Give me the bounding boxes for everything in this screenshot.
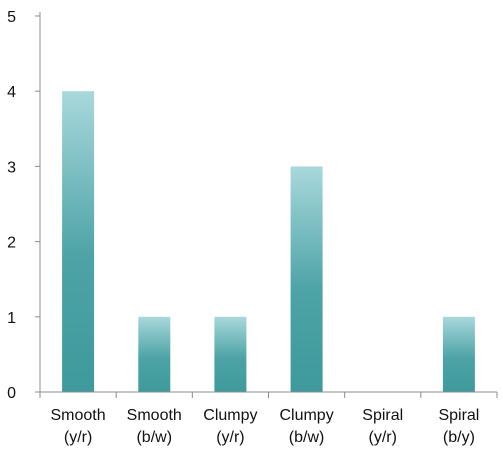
x-category-label-2: Clumpy (y/r) [203,407,257,446]
bar-3 [290,166,323,392]
y-tick-label-3: 3 [7,159,16,176]
x-category-label-3: Clumpy (b/w) [279,407,333,446]
bar-5 [442,316,475,392]
y-tick-label-1: 1 [7,310,16,327]
x-category-label-0: Smooth (y/r) [51,407,106,446]
bar-1 [138,316,171,392]
bars-layer [62,91,475,392]
bar-0 [62,91,95,392]
y-tick-label-4: 4 [7,84,16,101]
x-category-label-4: Spiral (y/r) [362,407,403,446]
y-tick-label-0: 0 [7,385,16,402]
bar-2 [214,316,247,392]
x-category-label-5: Spiral (b/y) [438,407,479,446]
axes-layer [35,12,498,398]
y-tick-label-2: 2 [7,235,16,252]
labels-layer: 0 1 2 3 4 5 Smooth (y/r) Smooth (b/w) Clumpy (y/r) C… [7,9,479,446]
x-category-label-1: Smooth (b/w) [127,407,182,446]
y-tick-label-5: 5 [7,9,16,26]
